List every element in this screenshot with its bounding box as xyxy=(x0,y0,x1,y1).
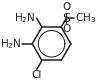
Text: CH$_3$: CH$_3$ xyxy=(75,11,96,25)
Text: O: O xyxy=(62,24,71,34)
Text: Cl: Cl xyxy=(32,70,42,80)
Text: H$_2$N: H$_2$N xyxy=(0,37,21,51)
Text: S: S xyxy=(62,12,70,25)
Text: H$_2$N: H$_2$N xyxy=(14,11,36,25)
Text: O: O xyxy=(62,2,71,12)
